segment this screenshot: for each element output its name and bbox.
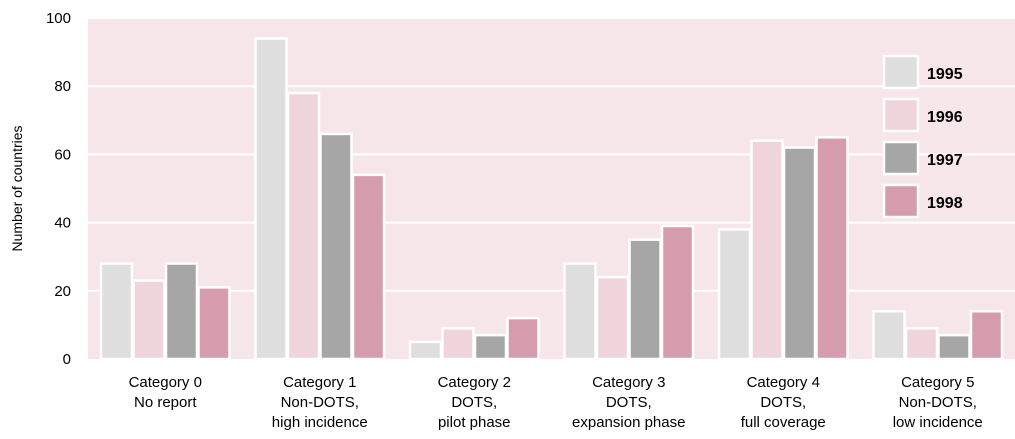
legend-swatch-1998 <box>882 183 920 219</box>
bar-1997-cat5 <box>937 333 971 361</box>
y-tick-label: 80 <box>54 78 71 95</box>
x-category-label: Category 4 <box>747 374 820 391</box>
bar-1995-cat2 <box>408 340 443 361</box>
x-category-label: DOTS, <box>451 394 497 411</box>
x-category-label: Category 3 <box>592 374 665 391</box>
bar-1995-cat5 <box>872 310 906 361</box>
y-tick-label: 40 <box>54 215 71 232</box>
bar-1998-cat2 <box>506 316 540 361</box>
bar-1997-cat4 <box>782 146 817 361</box>
bar-1997-cat0 <box>164 262 199 361</box>
x-category-label: Category 2 <box>438 374 511 391</box>
plot-background <box>88 18 1015 359</box>
bar-1996-cat4 <box>750 139 784 361</box>
bar-1996-cat0 <box>132 279 166 361</box>
y-tick-label: 20 <box>54 283 71 300</box>
legend-swatch-1997 <box>882 140 920 176</box>
bar-1997-cat3 <box>628 238 662 361</box>
gridlines <box>88 17 1015 292</box>
bar-1998-cat0 <box>197 286 231 361</box>
x-category-label: DOTS, <box>606 394 652 411</box>
legend-label-1996: 1996 <box>927 109 963 126</box>
y-axis-ticks: 0 20 40 60 80 100 <box>46 10 71 368</box>
x-category-label: No report <box>134 394 197 411</box>
legend-label-1995: 1995 <box>927 66 963 83</box>
x-category-label: Category 5 <box>901 374 974 391</box>
legend-swatch-1996 <box>882 97 920 133</box>
bar-1996-cat3 <box>595 275 630 361</box>
x-category-label: full coverage <box>741 414 826 431</box>
x-category-label: high incidence <box>272 414 368 431</box>
y-tick-label: 0 <box>63 351 71 368</box>
bar-1998-cat1 <box>351 173 386 361</box>
y-axis-title: Number of countries <box>9 125 25 251</box>
x-category-label: Non-DOTS, <box>899 394 977 411</box>
bar-1998-cat4 <box>815 136 849 361</box>
bar-1998-cat5 <box>969 310 1004 361</box>
x-category-label: Category 0 <box>129 374 202 391</box>
bars <box>99 37 1004 361</box>
legend-swatch-1995 <box>882 54 920 90</box>
x-category-label: expansion phase <box>572 414 685 431</box>
legend-label-1997: 1997 <box>927 152 963 169</box>
x-category-label: Category 1 <box>283 374 356 391</box>
bar-1997-cat1 <box>319 132 353 361</box>
y-tick-label: 60 <box>54 146 71 163</box>
bar-1997-cat2 <box>473 333 508 361</box>
bar-1995-cat3 <box>563 262 597 361</box>
x-category-label: Non-DOTS, <box>281 394 359 411</box>
bar-1998-cat3 <box>660 224 695 361</box>
x-category-label: DOTS, <box>760 394 806 411</box>
bar-1995-cat0 <box>99 262 134 361</box>
bar-1996-cat5 <box>904 327 939 361</box>
bar-1996-cat2 <box>441 327 475 361</box>
y-tick-label: 100 <box>46 10 71 27</box>
bar-1995-cat4 <box>717 228 752 361</box>
legend-label-1998: 1998 <box>927 195 963 212</box>
legend: 1995 1996 1997 1998 <box>882 54 963 219</box>
x-category-label: low incidence <box>893 414 983 431</box>
bar-1995-cat1 <box>254 37 288 361</box>
x-category-label: pilot phase <box>438 414 511 431</box>
bar-1996-cat1 <box>286 91 321 361</box>
x-axis-category-labels: Category 0 No report Category 1 Non-DOTS, hi… <box>129 374 983 431</box>
